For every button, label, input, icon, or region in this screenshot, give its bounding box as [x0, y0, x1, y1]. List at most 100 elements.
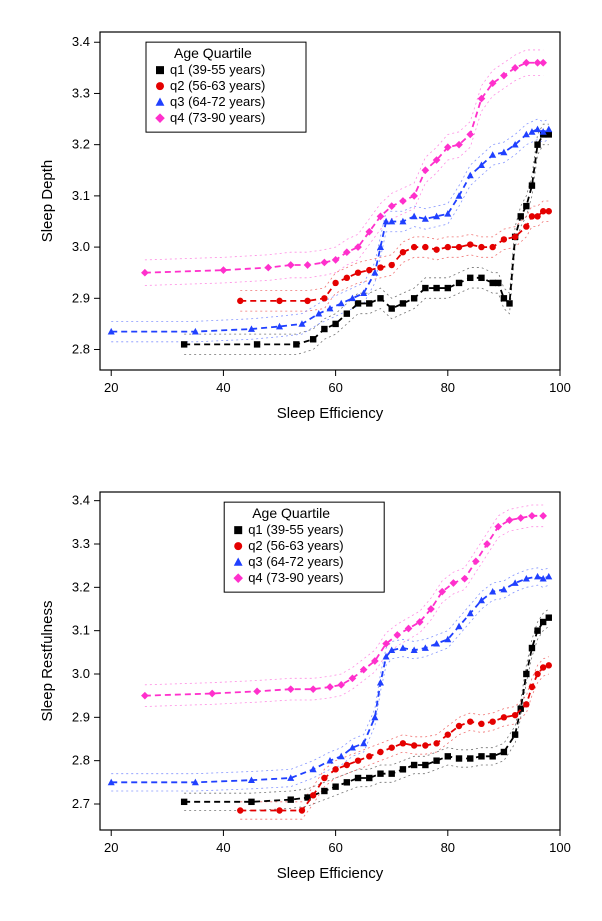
y-tick-label: 2.9: [72, 709, 90, 724]
q4-marker: [539, 59, 547, 67]
q1-line: [184, 134, 549, 344]
q4-marker: [528, 512, 536, 520]
q1-marker: [540, 619, 546, 625]
q2-marker: [523, 223, 529, 229]
q1-marker: [332, 783, 338, 789]
y-axis-label: Sleep Restfulness: [39, 601, 56, 722]
q1-marker: [456, 755, 462, 761]
legend-label-q2: q2 (56-63 years): [170, 78, 265, 93]
q1-marker: [523, 671, 529, 677]
q2-marker: [445, 244, 451, 250]
q4-marker: [321, 259, 329, 267]
q1-marker: [181, 799, 187, 805]
y-tick-label: 3.1: [72, 188, 90, 203]
legend-marker-q1: [234, 526, 242, 534]
q1-marker: [506, 300, 512, 306]
q1-marker: [254, 341, 260, 347]
q4-marker: [309, 685, 317, 693]
legend-label-q4: q4 (73-90 years): [248, 570, 343, 585]
q2-marker: [529, 213, 535, 219]
q1-marker: [489, 753, 495, 759]
q3-marker: [545, 126, 552, 133]
legend-title: Age Quartile: [174, 45, 252, 61]
q2-marker: [456, 723, 462, 729]
q3-marker: [534, 573, 541, 580]
y-axis-label: Sleep Depth: [39, 160, 56, 243]
q4-marker: [405, 625, 413, 633]
q1-marker: [411, 762, 417, 768]
q4-marker: [506, 516, 514, 524]
x-tick-label: 40: [216, 380, 230, 395]
q4-marker: [461, 575, 469, 583]
q1-marker: [377, 295, 383, 301]
q3-marker: [523, 131, 530, 138]
q2-marker: [478, 244, 484, 250]
legend-label-q3: q3 (64-72 years): [248, 554, 343, 569]
q4-marker: [388, 202, 396, 210]
q2-marker: [422, 244, 428, 250]
q1-marker: [355, 300, 361, 306]
q1-marker: [400, 766, 406, 772]
legend-label-q2: q2 (56-63 years): [248, 538, 343, 553]
q1-marker: [181, 341, 187, 347]
q1-marker: [310, 336, 316, 342]
legend-marker-q2: [156, 82, 164, 90]
q2-marker: [411, 244, 417, 250]
q4-marker: [264, 264, 272, 272]
q4-marker: [523, 59, 531, 67]
q1-marker: [501, 295, 507, 301]
q2-marker: [534, 671, 540, 677]
q2-marker: [501, 714, 507, 720]
q1-marker: [467, 755, 473, 761]
x-tick-label: 60: [328, 840, 342, 855]
legend-label-q3: q3 (64-72 years): [170, 94, 265, 109]
q3-marker: [489, 151, 496, 158]
q1-ci-lower: [184, 626, 549, 810]
x-axis-label: Sleep Efficiency: [277, 405, 384, 422]
q4-marker: [253, 687, 261, 695]
y-tick-label: 3.2: [72, 579, 90, 594]
y-tick-label: 3.0: [72, 666, 90, 681]
q4-marker: [539, 512, 547, 520]
q3-marker: [371, 714, 378, 721]
q3-marker: [467, 172, 474, 179]
q1-marker: [389, 770, 395, 776]
q1-marker: [546, 131, 552, 137]
y-tick-label: 2.8: [72, 342, 90, 357]
q2-marker: [501, 236, 507, 242]
q2-marker: [400, 740, 406, 746]
q2-marker: [534, 213, 540, 219]
legend-marker-q1: [156, 66, 164, 74]
q2-marker: [366, 267, 372, 273]
q2-marker: [512, 234, 518, 240]
q2-marker: [389, 744, 395, 750]
q3-marker: [456, 623, 463, 630]
q1-marker: [534, 627, 540, 633]
q4-marker: [399, 197, 407, 205]
q4-marker: [220, 266, 228, 274]
y-tick-label: 3.0: [72, 239, 90, 254]
q1-marker: [344, 310, 350, 316]
q2-marker: [332, 766, 338, 772]
q2-marker: [321, 775, 327, 781]
q2-line: [240, 211, 549, 301]
q2-marker: [355, 757, 361, 763]
q2-marker: [445, 731, 451, 737]
q1-marker: [518, 213, 524, 219]
q4-marker: [517, 514, 525, 522]
q2-marker: [433, 246, 439, 252]
q1-marker: [433, 285, 439, 291]
y-tick-label: 2.7: [72, 796, 90, 811]
q1-marker: [433, 757, 439, 763]
q1-marker: [366, 775, 372, 781]
q4-marker: [287, 261, 295, 269]
x-tick-label: 20: [104, 380, 118, 395]
q2-marker: [456, 244, 462, 250]
q4-marker: [500, 72, 508, 80]
page: { "canvas": { "width": 602, "height": 92…: [0, 0, 602, 921]
q1-marker: [332, 321, 338, 327]
q1-ci-upper: [184, 609, 549, 793]
q2-marker: [523, 701, 529, 707]
q4-marker: [393, 631, 401, 639]
q2-marker: [237, 807, 243, 813]
